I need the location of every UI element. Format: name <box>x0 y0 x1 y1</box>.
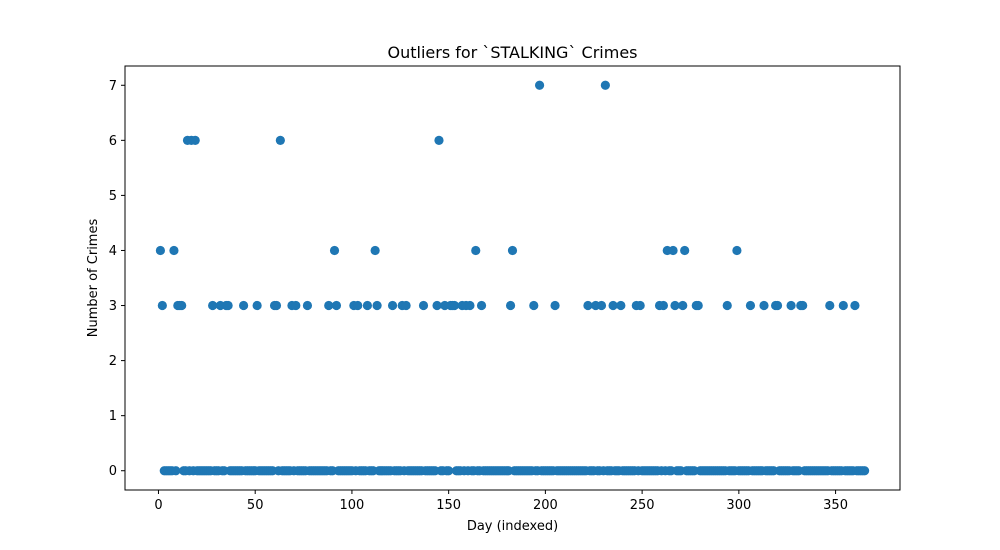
x-tick-label: 200 <box>533 498 558 513</box>
x-tick-label: 150 <box>436 498 461 513</box>
data-point <box>670 300 680 311</box>
data-point <box>353 300 363 311</box>
data-point <box>324 300 334 311</box>
data-point <box>171 466 181 476</box>
data-point <box>434 135 444 145</box>
data-point <box>759 300 769 311</box>
data-point <box>238 300 249 311</box>
data-point <box>223 300 233 311</box>
plot-frame <box>124 65 901 491</box>
data-point <box>772 300 783 311</box>
data-point <box>190 135 200 145</box>
y-tick-label: 2 <box>109 354 117 369</box>
data-point <box>331 300 342 311</box>
data-point <box>600 80 610 90</box>
x-tick-label: 100 <box>340 498 365 513</box>
data-point <box>444 466 454 476</box>
data-point <box>798 300 808 311</box>
data-point <box>680 245 690 256</box>
x-tick-label: 350 <box>823 498 848 513</box>
data-point <box>722 300 732 311</box>
data-point <box>732 245 742 256</box>
data-point <box>418 300 429 311</box>
data-point <box>177 300 187 311</box>
y-axis-label: Number of Crimes <box>86 219 101 338</box>
data-point <box>387 300 398 311</box>
data-point <box>275 135 285 145</box>
data-point <box>850 300 860 311</box>
data-point <box>471 245 481 256</box>
x-tick-label: 300 <box>726 498 751 513</box>
data-point <box>208 300 218 311</box>
y-axis: 0 1 2 3 4 5 6 7 <box>109 79 125 479</box>
y-tick-label: 4 <box>109 244 117 259</box>
data-point <box>291 300 301 311</box>
data-point <box>449 300 460 311</box>
data-point <box>252 300 262 311</box>
data-point <box>658 300 668 311</box>
data-point <box>825 300 835 311</box>
data-point <box>370 245 380 256</box>
data-point <box>157 300 167 311</box>
y-tick-label: 6 <box>109 134 117 149</box>
x-axis: 0 50 100 150 200 250 300 350 <box>154 490 848 513</box>
data-point <box>169 245 179 256</box>
chart-title: Outliers for `STALKING` Crimes <box>388 43 638 62</box>
y-tick-label: 3 <box>109 299 117 314</box>
y-tick-label: 7 <box>109 79 117 94</box>
x-tick-label: 250 <box>630 498 655 513</box>
data-point <box>668 245 678 256</box>
data-point <box>362 300 373 311</box>
data-point <box>859 466 870 476</box>
data-point <box>529 300 539 311</box>
data-point <box>372 300 382 311</box>
x-tick-label: 50 <box>247 498 264 513</box>
data-points <box>155 80 870 476</box>
y-tick-label: 0 <box>109 464 117 479</box>
data-point <box>507 245 518 256</box>
data-point <box>693 300 703 311</box>
y-tick-label: 5 <box>109 189 117 204</box>
data-point <box>608 300 618 311</box>
x-tick-label: 0 <box>154 498 162 513</box>
data-point <box>583 300 593 311</box>
data-point <box>596 300 607 311</box>
x-axis-label: Day (indexed) <box>467 519 558 534</box>
data-point <box>476 300 487 311</box>
data-point <box>678 300 688 311</box>
data-point <box>329 245 340 256</box>
data-point <box>155 245 166 256</box>
data-point <box>432 300 442 311</box>
data-point <box>271 300 282 311</box>
data-point <box>534 80 545 90</box>
data-point <box>745 300 756 311</box>
y-tick-label: 1 <box>109 409 117 424</box>
data-point <box>838 300 848 311</box>
data-point <box>302 300 313 311</box>
data-point <box>635 300 645 311</box>
data-point <box>550 300 560 311</box>
data-point <box>465 300 475 311</box>
data-point <box>505 300 516 311</box>
data-point <box>401 300 411 311</box>
data-point <box>786 300 796 311</box>
data-point <box>616 300 626 311</box>
